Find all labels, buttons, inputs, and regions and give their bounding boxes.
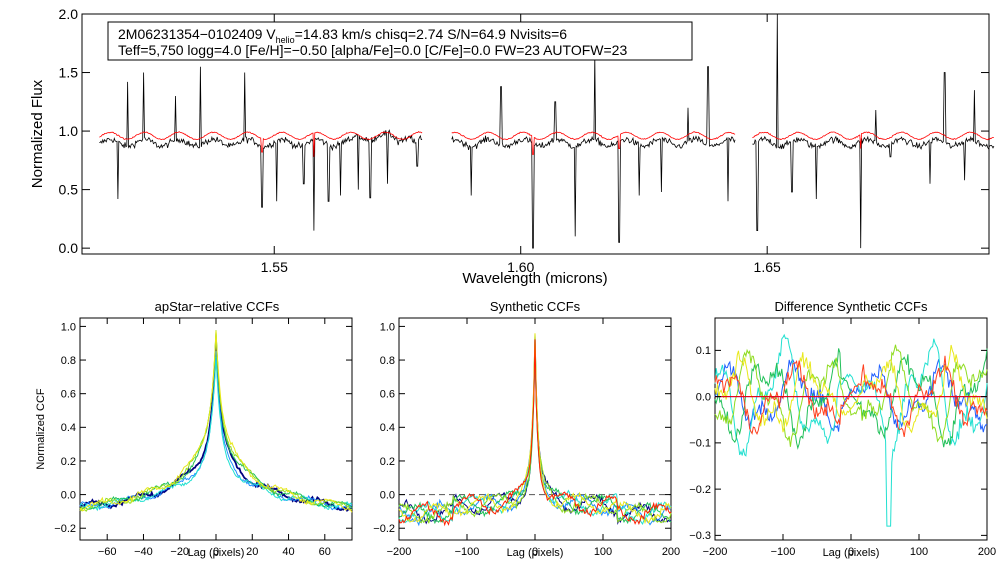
x-tick-label: 40 xyxy=(282,546,294,558)
y-tick-label: 0.8 xyxy=(61,355,76,367)
apstar-ccf-title: apStar−relative CCFs xyxy=(155,299,280,314)
spectrum-y-axis-label: Normalized Flux xyxy=(29,79,46,188)
x-tick-label: −100 xyxy=(455,546,480,558)
x-tick-label: −200 xyxy=(387,546,412,558)
y-tick-label: −0.3 xyxy=(689,530,711,542)
ccf-series-visit-6 xyxy=(714,355,988,437)
y-tick-label: −0.1 xyxy=(689,438,711,450)
info-star-id-text: 2M06231354−0102409 V xyxy=(118,26,276,42)
x-tick-label: 100 xyxy=(594,546,612,558)
x-tick-label: 1.55 xyxy=(261,259,288,275)
y-tick-label: −0.2 xyxy=(54,523,76,535)
ccf-series-visit-1 xyxy=(714,358,988,433)
ccf-series-visit-2 xyxy=(79,351,353,511)
x-tick-label: −60 xyxy=(98,546,117,558)
x-tick-label: 100 xyxy=(910,546,928,558)
y-tick-label: −0.2 xyxy=(373,523,395,535)
y-tick-label: 0.0 xyxy=(61,489,76,501)
ccf-series-visit-3 xyxy=(79,356,353,512)
synthetic-ccf-traces xyxy=(398,333,672,527)
spectrum-panel: 1.55 1.60 1.65 0.0 0.5 1.0 1.5 2.0 Wavelength (… xyxy=(29,6,995,287)
apstar-ccf-y-axis-label: Normalized CCF xyxy=(35,388,47,470)
difference-ccf-plot-frame xyxy=(714,317,988,541)
ccf-series-visit-4 xyxy=(714,344,988,447)
y-tick-label: 1.0 xyxy=(61,321,76,333)
y-tick-label: 0.0 xyxy=(696,391,711,403)
x-tick-label: −200 xyxy=(703,546,728,558)
info-vhelio-subscript: helio xyxy=(276,35,295,45)
apstar-ccf-x-axis-label: Lag (pixels) xyxy=(188,547,245,559)
x-tick-label: 200 xyxy=(978,546,996,558)
y-tick-label: 0.2 xyxy=(380,456,395,468)
apstar-ccf-panel: apStar−relative CCFs −60 −40 −20 0 20 40 60 −0.… xyxy=(35,299,353,559)
y-tick-label: 1.0 xyxy=(59,123,79,139)
info-box-line-1: 2M06231354−0102409 Vhelio=14.83 km/s chi… xyxy=(118,26,567,45)
spectrum-series-synthetic-fit xyxy=(99,131,994,157)
spectrum-plot-frame xyxy=(81,13,990,255)
y-tick-label: 0.8 xyxy=(380,355,395,367)
synthetic-ccf-title: Synthetic CCFs xyxy=(490,299,581,314)
ccf-series-visit-1 xyxy=(79,342,352,512)
spectrum-series-observed-spectrum xyxy=(99,13,995,249)
y-tick-label: 0.2 xyxy=(61,456,76,468)
apstar-ccf-ticks: −60 −40 −20 0 20 40 60 −0.2 0.0 0.2 0.4 0.6 0.8 1.0 xyxy=(54,318,352,558)
info-box-line-2: Teff=5,750 logg=4.0 [Fe/H]=−0.50 [alpha/… xyxy=(118,42,627,58)
y-tick-label: −0.2 xyxy=(689,484,711,496)
y-tick-label: 0.6 xyxy=(380,389,395,401)
synthetic-ccf-ticks: −200 −100 0 100 200 −0.2 0.0 0.2 0.4 0.6 0.8 1.0 xyxy=(373,318,680,558)
y-tick-label: 0.6 xyxy=(61,389,76,401)
x-tick-label: 20 xyxy=(246,546,258,558)
synthetic-ccf-panel: Synthetic CCFs −200 −100 0 100 200 −0.2 0.0 0.2… xyxy=(373,299,680,559)
spectrum-traces xyxy=(99,13,995,249)
y-tick-label: 0.0 xyxy=(380,489,395,501)
info-stats-text: =14.83 km/s chisq=2.74 S/N=64.9 Nvisits=… xyxy=(295,26,568,42)
info-box-frame xyxy=(107,21,693,61)
ccf-series-visit-6 xyxy=(79,330,353,513)
y-tick-label: 1.5 xyxy=(59,64,79,80)
y-tick-label: 0.0 xyxy=(59,240,79,256)
difference-ccf-ticks: −200 −100 0 100 200 −0.3 −0.2 −0.1 0.0 0.1 xyxy=(689,318,996,558)
spectrum-info-box: 2M06231354−0102409 Vhelio=14.83 km/s chi… xyxy=(107,21,693,61)
x-tick-label: 1.65 xyxy=(754,259,781,275)
y-tick-label: 1.0 xyxy=(380,321,395,333)
y-tick-label: 0.4 xyxy=(61,422,76,434)
x-tick-label: 200 xyxy=(662,546,680,558)
x-tick-label: 0 xyxy=(213,546,219,558)
x-tick-label: 0 xyxy=(532,546,538,558)
y-tick-label: 0.5 xyxy=(59,182,79,198)
spectrum-x-axis-label: Wavelength (microns) xyxy=(462,270,607,287)
x-tick-label: 1.60 xyxy=(507,259,534,275)
ccf-series-visit-3 xyxy=(714,348,988,450)
x-tick-label: 0 xyxy=(848,546,854,558)
x-tick-label: 60 xyxy=(319,546,331,558)
difference-ccf-panel: Difference Synthetic CCFs −200 −100 0 100 20… xyxy=(689,299,996,559)
y-tick-label: 0.1 xyxy=(696,345,711,357)
ccf-series-template xyxy=(398,339,672,527)
x-tick-label: −100 xyxy=(771,546,796,558)
spectrum-ticks: 1.55 1.60 1.65 0.0 0.5 1.0 1.5 2.0 xyxy=(59,6,989,275)
ccf-series-visit-6 xyxy=(398,333,672,525)
ccf-series-visit-4 xyxy=(398,349,672,525)
difference-ccf-traces xyxy=(714,333,988,527)
x-tick-label: −20 xyxy=(170,546,189,558)
y-tick-label: 2.0 xyxy=(59,6,79,22)
difference-ccf-x-axis-label: Lag (pixels) xyxy=(823,547,880,559)
synthetic-ccf-x-axis-label: Lag (pixels) xyxy=(507,547,564,559)
apstar-ccf-traces xyxy=(79,330,353,513)
x-tick-label: −40 xyxy=(134,546,153,558)
difference-ccf-title: Difference Synthetic CCFs xyxy=(775,299,928,314)
y-tick-label: 0.4 xyxy=(380,422,395,434)
